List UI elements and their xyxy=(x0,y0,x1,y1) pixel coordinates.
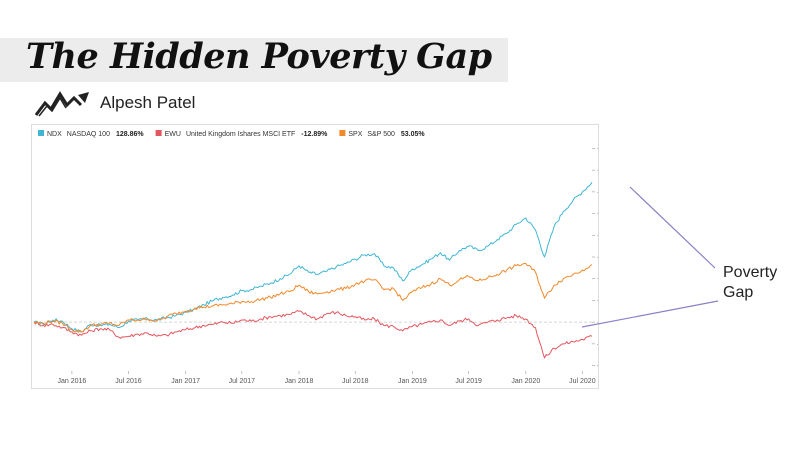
y-tick-label: +40.00% xyxy=(597,276,598,283)
x-tick-label: Jul 2017 xyxy=(229,378,256,385)
x-tick-label: Jan 2017 xyxy=(171,378,200,385)
series-line-ewu xyxy=(33,310,593,359)
x-tick-label: Jul 2019 xyxy=(455,378,482,385)
x-tick-label: Jan 2020 xyxy=(511,378,540,385)
x-tick-label: Jul 2020 xyxy=(569,378,596,385)
series-line-ndx xyxy=(33,181,593,333)
logo: Alpesh Patel xyxy=(34,88,195,118)
logo-text: Alpesh Patel xyxy=(100,93,196,112)
legend-name: S&P 500 xyxy=(367,131,395,138)
legend-symbol: SPX xyxy=(348,131,362,138)
slide-title: The Hidden Poverty Gap xyxy=(26,36,492,77)
x-tick-label: Jan 2016 xyxy=(57,378,86,385)
trend-chart-logo-icon xyxy=(34,91,89,117)
legend-name: United Kingdom Ishares MSCI ETF xyxy=(186,131,295,138)
y-tick-label: +120.00% xyxy=(597,189,598,196)
y-tick-label: +0.00% xyxy=(597,320,598,327)
legend-swatch-spx xyxy=(339,130,346,136)
x-tick-label: Jul 2018 xyxy=(342,378,369,385)
chart-frame: +160.00% +140.00% +120.00% +100.00% +80.00% +… xyxy=(31,124,599,389)
y-tick-label: -20.00% xyxy=(597,341,598,348)
y-tick-label: +160.00% xyxy=(597,146,598,153)
y-tick-label: +20.00% xyxy=(597,298,598,305)
legend-return: -12.89% xyxy=(301,131,328,138)
line-chart: +160.00% +140.00% +120.00% +100.00% +80.00% +… xyxy=(33,130,598,385)
title-band xyxy=(0,38,508,82)
poverty-gap-arrow-bottom xyxy=(581,300,719,328)
legend-name: NASDAQ 100 xyxy=(67,131,110,138)
x-tick-label: Jan 2019 xyxy=(398,378,427,385)
legend-symbol: EWU xyxy=(165,131,181,138)
poverty-gap-label-line-1: Poverty xyxy=(723,264,777,281)
series-line-spx xyxy=(33,263,593,333)
poverty-gap-arrow-top xyxy=(629,186,716,269)
y-tick-label: +140.00% xyxy=(597,168,598,175)
legend-swatch-ewu xyxy=(155,130,162,136)
y-tick-label: +80.00% xyxy=(597,233,598,240)
x-tick-label: Jul 2016 xyxy=(115,378,142,385)
y-tick-label: +100.00% xyxy=(597,211,598,218)
legend-symbol: NDX xyxy=(47,131,62,138)
legend-return: 53.05% xyxy=(401,131,426,138)
x-tick-label: Jan 2018 xyxy=(285,378,314,385)
y-tick-label: +60.00% xyxy=(597,255,598,262)
legend-swatch-ndx xyxy=(38,130,44,136)
legend-return: 128.86% xyxy=(116,131,144,138)
poverty-gap-label-line-2: Gap xyxy=(723,284,753,301)
y-tick-label: -40.00% xyxy=(597,363,598,370)
